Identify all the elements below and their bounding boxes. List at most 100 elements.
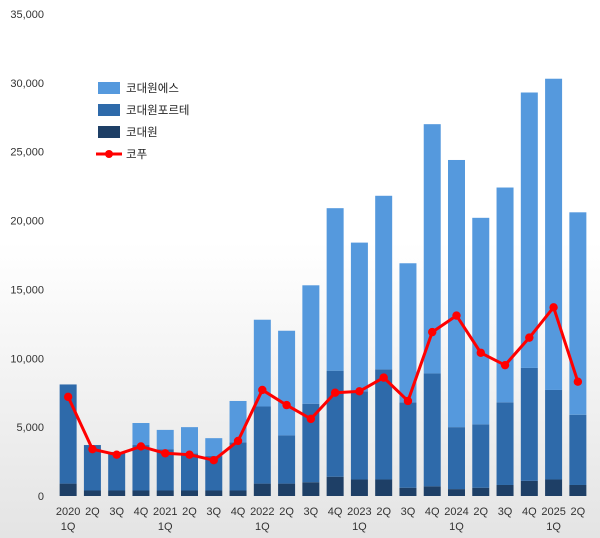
bar-segment (423, 124, 441, 374)
line-point (306, 414, 316, 424)
bar-segment (326, 208, 344, 371)
bar-segment (520, 92, 538, 368)
y-tick-label: 35,000 (10, 9, 44, 21)
y-axis: 0 5,000 10,000 15,000 20,000 25,000 30,000 35,0… (10, 9, 44, 503)
bar-segment (472, 217, 490, 425)
bar-segment (108, 490, 126, 496)
line-point (403, 396, 413, 406)
line-point (549, 303, 558, 312)
bar-segment (448, 427, 465, 490)
bar-segment (375, 479, 393, 496)
line-point (452, 311, 461, 320)
x-tick-label: 2Q (85, 506, 100, 518)
line-path (66, 305, 580, 462)
x-tick-label: 2Q (473, 506, 488, 518)
line-point (136, 442, 146, 451)
line-point (258, 385, 267, 395)
bar-segment (423, 486, 441, 496)
x-tick-sublabel: 1Q (352, 521, 367, 533)
x-tick-sublabel: 1Q (449, 521, 464, 533)
bar-segment (375, 195, 393, 370)
line-point (476, 348, 485, 357)
bar-segment (83, 490, 101, 496)
bar-segment (472, 487, 490, 496)
bar-segment (545, 389, 563, 480)
line-point (330, 388, 340, 397)
line-point (112, 450, 121, 459)
line-point (379, 373, 388, 382)
bar-segment (229, 400, 247, 443)
bar-segment (83, 445, 101, 491)
x-tick-sublabel: 1Q (546, 521, 561, 533)
bar-segment (448, 159, 465, 428)
line-point (573, 377, 583, 386)
x-tick-label: 2Q (279, 506, 294, 518)
x-tick-label: 2021 (153, 506, 177, 518)
x-tick-label: 2024 (444, 506, 468, 518)
bar-segment (205, 456, 223, 491)
bar-segment (302, 285, 320, 404)
bar-segment (496, 484, 514, 496)
bar-segment (278, 435, 296, 484)
y-tick-label: 10,000 (10, 353, 44, 365)
bar-segment (472, 424, 490, 488)
bar-segment (253, 319, 271, 407)
x-tick-sublabel: 1Q (61, 521, 76, 533)
bar-segment (520, 480, 538, 496)
legend-label: 코대원에스 (126, 81, 179, 95)
line-point (233, 436, 243, 446)
bar-segment (545, 479, 563, 496)
line-point (428, 327, 437, 337)
line-point (282, 400, 291, 410)
legend-marker (105, 150, 113, 158)
bar-segment (229, 490, 247, 496)
bar-segment (205, 490, 223, 496)
line-point (209, 455, 218, 465)
bar-segment (399, 402, 417, 488)
bar-segment (156, 449, 174, 491)
x-tick-label: 4Q (328, 506, 343, 518)
bar-segment (350, 391, 368, 480)
y-tick-label: 0 (38, 491, 44, 503)
y-tick-label: 30,000 (10, 78, 44, 90)
x-tick-label: 3Q (401, 506, 416, 518)
x-tick-label: 4Q (134, 506, 149, 518)
legend-swatch (98, 126, 120, 138)
bar-segment (496, 402, 514, 485)
line-point (185, 450, 194, 459)
x-tick-label: 2Q (376, 506, 391, 518)
bar-segment (326, 370, 344, 477)
bar-segment (253, 406, 271, 484)
bar-segment (132, 423, 150, 446)
line-point (88, 444, 97, 454)
legend-label: 코푸 (126, 147, 147, 161)
bar-segment (545, 78, 563, 390)
x-tick-label: 3Q (498, 506, 513, 518)
y-tick-label: 20,000 (10, 216, 44, 228)
bar-segment (253, 483, 271, 496)
bar-segment (132, 490, 150, 496)
bar-segment (108, 451, 126, 491)
line-point (355, 387, 364, 396)
bar-segment (181, 490, 198, 496)
bar-segment (205, 438, 223, 457)
x-tick-label: 2Q (182, 506, 197, 518)
bar-segment (399, 263, 417, 403)
line-series (63, 303, 583, 465)
bar-segment (569, 414, 587, 485)
bar-segment (278, 483, 296, 496)
bar-segment (448, 489, 465, 496)
legend-swatch (98, 104, 120, 116)
bar-segment (278, 330, 296, 436)
x-tick-label: 4Q (522, 506, 537, 518)
bar-segment (326, 476, 344, 496)
x-tick-label: 2Q (571, 506, 586, 518)
legend-swatch (98, 82, 120, 94)
bar-segment (375, 369, 393, 480)
bar-segment (181, 453, 198, 491)
bar-segment (229, 442, 247, 491)
x-tick-label: 4Q (231, 506, 246, 518)
line-point (500, 360, 510, 370)
